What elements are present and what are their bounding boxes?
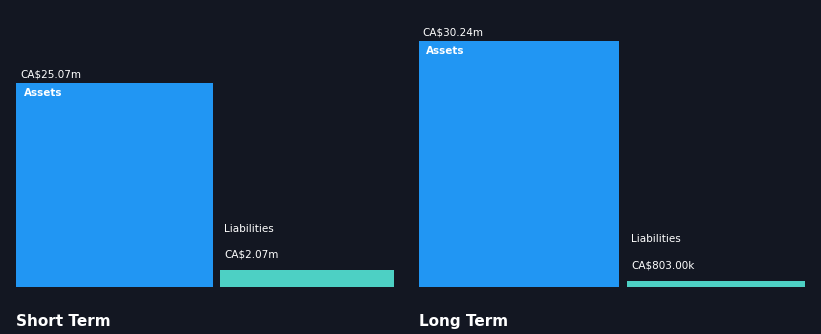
Text: CA$25.07m: CA$25.07m — [21, 69, 81, 79]
Text: CA$30.24m: CA$30.24m — [423, 27, 484, 37]
Text: Liabilities: Liabilities — [224, 224, 274, 234]
Text: Short Term: Short Term — [16, 314, 111, 329]
Text: Liabilities: Liabilities — [631, 234, 681, 244]
Bar — [220, 271, 394, 287]
Text: CA$803.00k: CA$803.00k — [631, 260, 695, 270]
Bar — [419, 41, 619, 287]
Text: CA$2.07m: CA$2.07m — [224, 250, 278, 260]
Bar — [627, 281, 805, 287]
Bar — [16, 83, 213, 287]
Text: Long Term: Long Term — [419, 314, 508, 329]
Text: Assets: Assets — [24, 89, 62, 98]
Text: Assets: Assets — [426, 46, 465, 56]
